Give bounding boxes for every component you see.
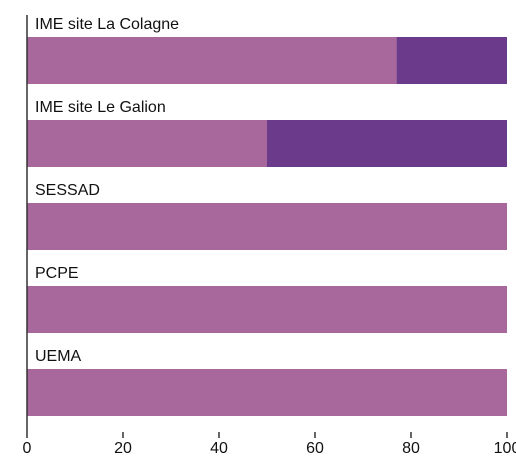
- bar-segment: [396, 37, 507, 84]
- x-tick-label: 100: [494, 440, 516, 457]
- bar-segment: [267, 120, 507, 167]
- category-label: IME site La Colagne: [35, 16, 179, 33]
- category-label: UEMA: [35, 348, 82, 365]
- bar-segment: [27, 203, 507, 250]
- bar-segment: [27, 286, 507, 333]
- x-tick-label: 0: [23, 440, 32, 457]
- bar-segment: [27, 120, 267, 167]
- category-label: SESSAD: [35, 182, 100, 199]
- x-tick-label: 80: [402, 440, 420, 457]
- category-label: IME site Le Galion: [35, 99, 166, 116]
- x-tick-label: 20: [114, 440, 132, 457]
- x-tick-label: 40: [210, 440, 228, 457]
- bar-segment: [27, 37, 397, 84]
- bar-segment: [27, 369, 507, 416]
- x-tick-label: 60: [306, 440, 324, 457]
- category-label: PCPE: [35, 265, 79, 282]
